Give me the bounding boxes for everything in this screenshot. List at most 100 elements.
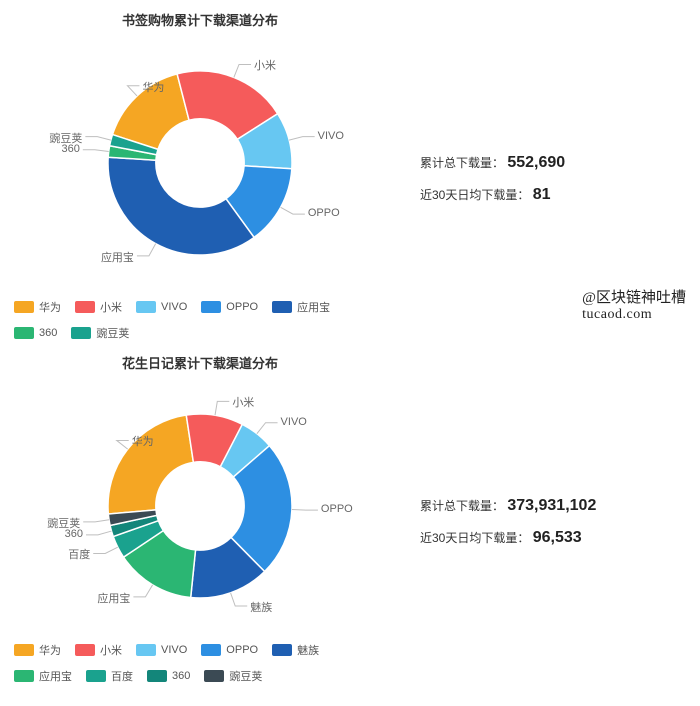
legend-label: OPPO [226,301,258,313]
leader-line [85,137,111,140]
legend-item[interactable]: 百度 [86,668,133,684]
legend-swatch [201,644,221,656]
legend-item[interactable]: OPPO [201,642,258,658]
legend-swatch [71,327,91,339]
slice-label: 小米 [254,57,276,73]
legend-label: VIVO [161,644,187,656]
leader-line [117,440,129,449]
chart2-stat-avg: 近30天日均下载量： 96,533 [420,529,690,547]
legend-label: 百度 [111,668,133,684]
legend-swatch [136,301,156,313]
slice-label: 豌豆荚 [47,515,80,531]
legend-label: 应用宝 [297,299,330,315]
legend-item[interactable]: 魅族 [272,642,319,658]
stat-label: 近30天日均下载量： [420,188,529,202]
chart-block-2: 花生日记累计下载渠道分布 华为小米VIVOOPPO魅族应用宝百度360豌豆荚 华… [10,353,690,690]
legend-label: VIVO [161,301,187,313]
legend-swatch [14,301,34,313]
legend-item[interactable]: 华为 [14,299,61,315]
legend-item[interactable]: OPPO [201,299,258,315]
chart2-title: 花生日记累计下载渠道分布 [10,353,390,372]
chart1-stats: 累计总下载量： 552,690 近30天日均下载量： 81 [390,140,690,218]
slice-label: OPPO [308,207,340,219]
legend-swatch [147,670,167,682]
legend-item[interactable]: 小米 [75,299,122,315]
leader-line [86,531,111,535]
stat-value: 96,533 [533,529,582,546]
slice-label: 华为 [132,433,154,449]
legend-label: 魅族 [297,642,319,658]
legend-swatch [14,327,34,339]
legend-label: 华为 [39,642,61,658]
legend-label: 小米 [100,299,122,315]
chart-left-1: 书签购物累计下载渠道分布 华为小米VIVOOPPO应用宝360豌豆荚 华为小米V… [10,10,390,347]
slice-label: VIVO [318,130,344,142]
stat-value: 373,931,102 [507,497,596,514]
chart2-legend: 华为 小米 VIVO OPPO 魅族应用宝 百度 360 豌豆荚 [10,636,390,690]
legend-label: 豌豆荚 [96,325,129,341]
stat-label: 累计总下载量： [420,156,504,170]
slice-label: 小米 [232,394,254,410]
chart1-title: 书签购物累计下载渠道分布 [10,10,390,29]
legend-swatch [86,670,106,682]
donut-slice[interactable] [108,415,193,514]
legend-swatch [201,301,221,313]
legend-item[interactable]: 应用宝 [14,668,72,684]
legend-swatch [75,644,95,656]
stat-value: 552,690 [507,154,565,171]
slice-label: 豌豆荚 [49,130,82,146]
watermark-line2: tucaod.com [582,307,686,323]
legend-item[interactable]: 华为 [14,642,61,658]
leader-line [234,64,251,77]
legend-item[interactable]: 豌豆荚 [204,668,262,684]
leader-line [133,585,152,597]
legend-swatch [136,644,156,656]
watermark-line1: @区块链神吐槽 [582,286,686,307]
chart2-donut: 华为小米VIVOOPPO魅族应用宝百度360豌豆荚 [70,376,330,636]
watermark: @区块链神吐槽 tucaod.com [582,286,686,323]
slice-label: 百度 [68,546,90,562]
leader-line [83,150,109,152]
legend-item[interactable]: VIVO [136,299,187,315]
chart2-stat-total: 累计总下载量： 373,931,102 [420,497,690,515]
leader-line [281,207,305,214]
legend-label: 小米 [100,642,122,658]
legend-swatch [75,301,95,313]
legend-item[interactable]: 360 [14,325,57,341]
legend-swatch [272,301,292,313]
chart1-stat-total: 累计总下载量： 552,690 [420,154,690,172]
stat-value: 81 [533,186,551,203]
legend-swatch [204,670,224,682]
legend-label: 360 [39,327,57,339]
legend-swatch [14,644,34,656]
slice-label: OPPO [321,503,353,515]
chart1-donut: 华为小米VIVOOPPO应用宝360豌豆荚 [70,33,330,293]
chart1-legend: 华为 小米 VIVO OPPO 应用宝 360 豌豆荚 [10,293,390,347]
leader-line [289,137,315,140]
slice-label: VIVO [281,416,307,428]
chart2-stats: 累计总下载量： 373,931,102 近30天日均下载量： 96,533 [390,483,690,561]
slice-label: 应用宝 [97,590,130,606]
legend-item[interactable]: 应用宝 [272,299,330,315]
stat-label: 近30天日均下载量： [420,531,529,545]
legend-item[interactable]: VIVO [136,642,187,658]
legend-item[interactable]: 360 [147,668,190,684]
leader-line [83,520,109,522]
leader-line [257,423,278,434]
legend-label: 华为 [39,299,61,315]
slice-label: 魅族 [250,599,272,615]
leader-line [231,593,248,606]
stat-label: 累计总下载量： [420,499,504,513]
legend-item[interactable]: 豌豆荚 [71,325,129,341]
legend-label: 豌豆荚 [229,668,262,684]
legend-swatch [14,670,34,682]
chart1-stat-avg: 近30天日均下载量： 81 [420,186,690,204]
legend-label: OPPO [226,644,258,656]
chart-left-2: 花生日记累计下载渠道分布 华为小米VIVOOPPO魅族应用宝百度360豌豆荚 华… [10,353,390,690]
slice-label: 华为 [142,79,164,95]
legend-swatch [272,644,292,656]
leader-line [93,547,118,553]
legend-item[interactable]: 小米 [75,642,122,658]
donut-slice[interactable] [108,157,254,255]
leader-line [215,401,229,415]
